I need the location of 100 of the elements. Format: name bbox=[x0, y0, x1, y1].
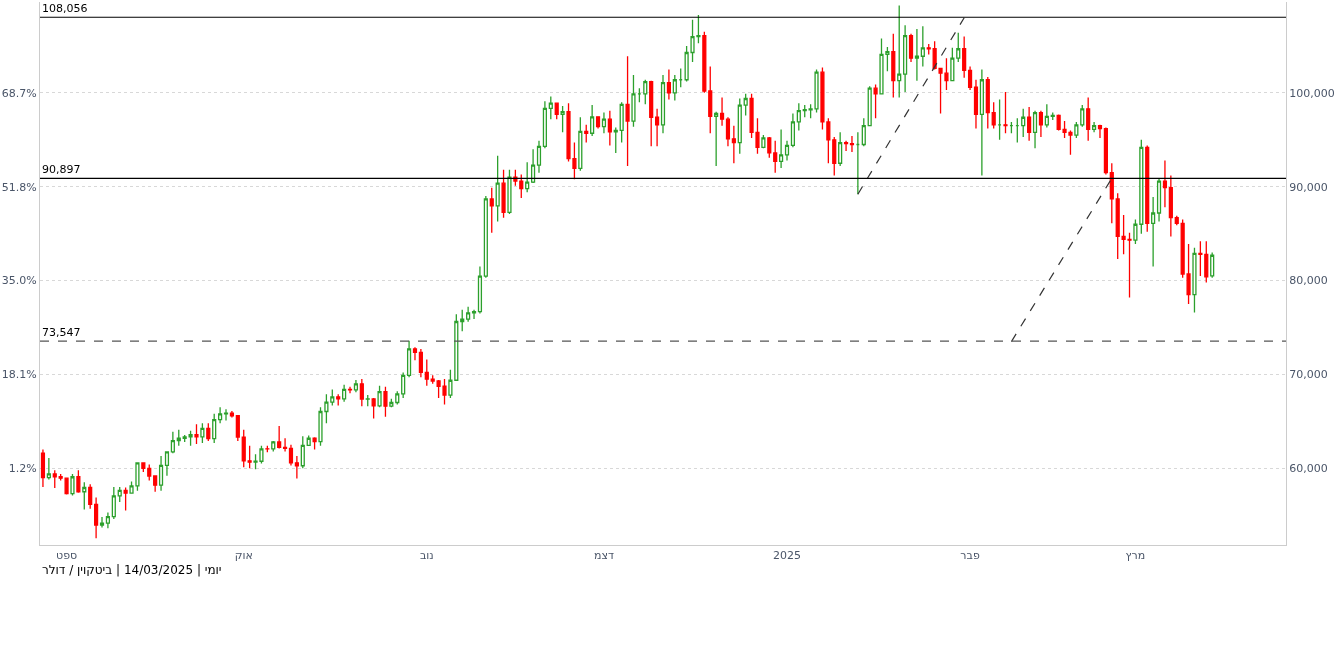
candlestick bbox=[223, 408, 229, 422]
candlestick bbox=[377, 385, 382, 408]
y2-tick-label: 18.1% bbox=[1, 368, 37, 382]
candlestick bbox=[601, 111, 607, 134]
candlestick bbox=[796, 102, 801, 132]
candlestick bbox=[76, 469, 81, 494]
candlestick bbox=[52, 469, 57, 489]
candlestick bbox=[849, 135, 855, 153]
candlestick bbox=[371, 397, 376, 420]
candlestick bbox=[914, 28, 920, 82]
candlestick bbox=[979, 68, 984, 177]
candlestick bbox=[306, 434, 311, 447]
candlestick bbox=[342, 384, 347, 403]
candlestick bbox=[1151, 196, 1156, 268]
candlestick bbox=[466, 306, 471, 323]
candlestick bbox=[218, 406, 223, 424]
x-tick-label: פבר bbox=[960, 549, 980, 563]
candlestick bbox=[424, 358, 429, 387]
candlestick bbox=[1168, 174, 1173, 238]
candlestick bbox=[265, 445, 270, 453]
candlestick bbox=[1145, 144, 1150, 233]
candlestick bbox=[779, 128, 784, 169]
candlestick bbox=[554, 102, 559, 120]
candlestick bbox=[294, 455, 299, 480]
y-tick-label: 60,000 bbox=[1289, 462, 1328, 476]
candlestick bbox=[595, 115, 601, 130]
candlestick bbox=[956, 32, 961, 63]
candlestick bbox=[855, 131, 860, 195]
candlestick bbox=[94, 496, 99, 539]
candlestick bbox=[584, 124, 589, 144]
candlestick bbox=[743, 93, 748, 117]
candlestick bbox=[1050, 111, 1055, 121]
candlestick bbox=[288, 444, 294, 467]
candlestick bbox=[489, 187, 494, 234]
candlestick bbox=[767, 136, 772, 159]
candlestick bbox=[873, 83, 878, 119]
candlestick bbox=[678, 67, 683, 88]
candlestick bbox=[897, 4, 902, 99]
candlestick bbox=[495, 155, 500, 223]
candlestick bbox=[714, 110, 719, 167]
candlestick bbox=[347, 385, 353, 394]
candlestick bbox=[908, 33, 914, 63]
candlestick bbox=[1174, 215, 1179, 226]
candlestick bbox=[625, 55, 630, 167]
candlestick bbox=[1027, 106, 1032, 142]
candlestick bbox=[1162, 159, 1168, 209]
candlestick bbox=[1103, 126, 1108, 176]
candlestick bbox=[353, 379, 359, 393]
ref-line-label: 90,897 bbox=[42, 163, 81, 176]
candlestick bbox=[82, 481, 87, 511]
x-tick-label: דצמ bbox=[593, 549, 614, 563]
candlestick bbox=[513, 169, 518, 187]
candlestick bbox=[70, 473, 75, 497]
y-tick-label: 90,000 bbox=[1289, 180, 1328, 194]
candlestick bbox=[832, 136, 837, 177]
ref-line-label: 73,547 bbox=[42, 326, 81, 339]
candlestick bbox=[1021, 108, 1026, 138]
candlestick bbox=[920, 25, 925, 68]
candlestick bbox=[1192, 247, 1197, 314]
y2-tick-label: 35.0% bbox=[1, 274, 37, 288]
candlestick bbox=[395, 390, 400, 406]
candlestick bbox=[867, 85, 872, 127]
candlestick bbox=[542, 100, 547, 149]
candlestick bbox=[206, 422, 211, 442]
candlestick bbox=[1086, 96, 1091, 142]
candlestick bbox=[719, 96, 725, 127]
candlestick bbox=[973, 79, 979, 130]
candlestick bbox=[708, 65, 713, 134]
candlestick bbox=[967, 65, 973, 91]
candlestick bbox=[1032, 110, 1038, 149]
candlestick bbox=[613, 126, 618, 154]
candlestick bbox=[997, 98, 1002, 141]
candlestick bbox=[194, 423, 199, 445]
text: יומי | 14/03/2025 | ביטקוין / דולר bbox=[42, 563, 222, 577]
candlestick bbox=[631, 74, 636, 128]
candlestick bbox=[312, 436, 317, 451]
candlestick bbox=[802, 104, 807, 118]
candlestick bbox=[1038, 110, 1044, 138]
candlestick bbox=[838, 131, 843, 167]
candlestick bbox=[861, 117, 866, 148]
candlestick bbox=[985, 76, 990, 130]
candlestick bbox=[590, 104, 595, 137]
y-tick-label: 70,000 bbox=[1289, 368, 1328, 382]
candlestick bbox=[548, 95, 553, 120]
candlestick bbox=[117, 486, 122, 503]
candlestick bbox=[383, 385, 388, 418]
ref-line-label: 108,056 bbox=[42, 2, 88, 15]
candlestick bbox=[731, 125, 736, 164]
candlestick bbox=[773, 140, 778, 174]
x-tick-label: נוב bbox=[419, 549, 434, 563]
candlestick bbox=[1074, 121, 1079, 139]
y-tick-label: 80,000 bbox=[1289, 274, 1328, 288]
candlestick bbox=[1204, 240, 1209, 284]
candlestick bbox=[40, 448, 46, 488]
y2-tick-label: 51.8% bbox=[1, 180, 37, 194]
candlestick bbox=[477, 265, 483, 315]
candlestick bbox=[176, 429, 181, 447]
candlestick bbox=[147, 463, 152, 482]
x-tick-label: אוק bbox=[234, 549, 253, 563]
candlestick bbox=[578, 116, 583, 172]
